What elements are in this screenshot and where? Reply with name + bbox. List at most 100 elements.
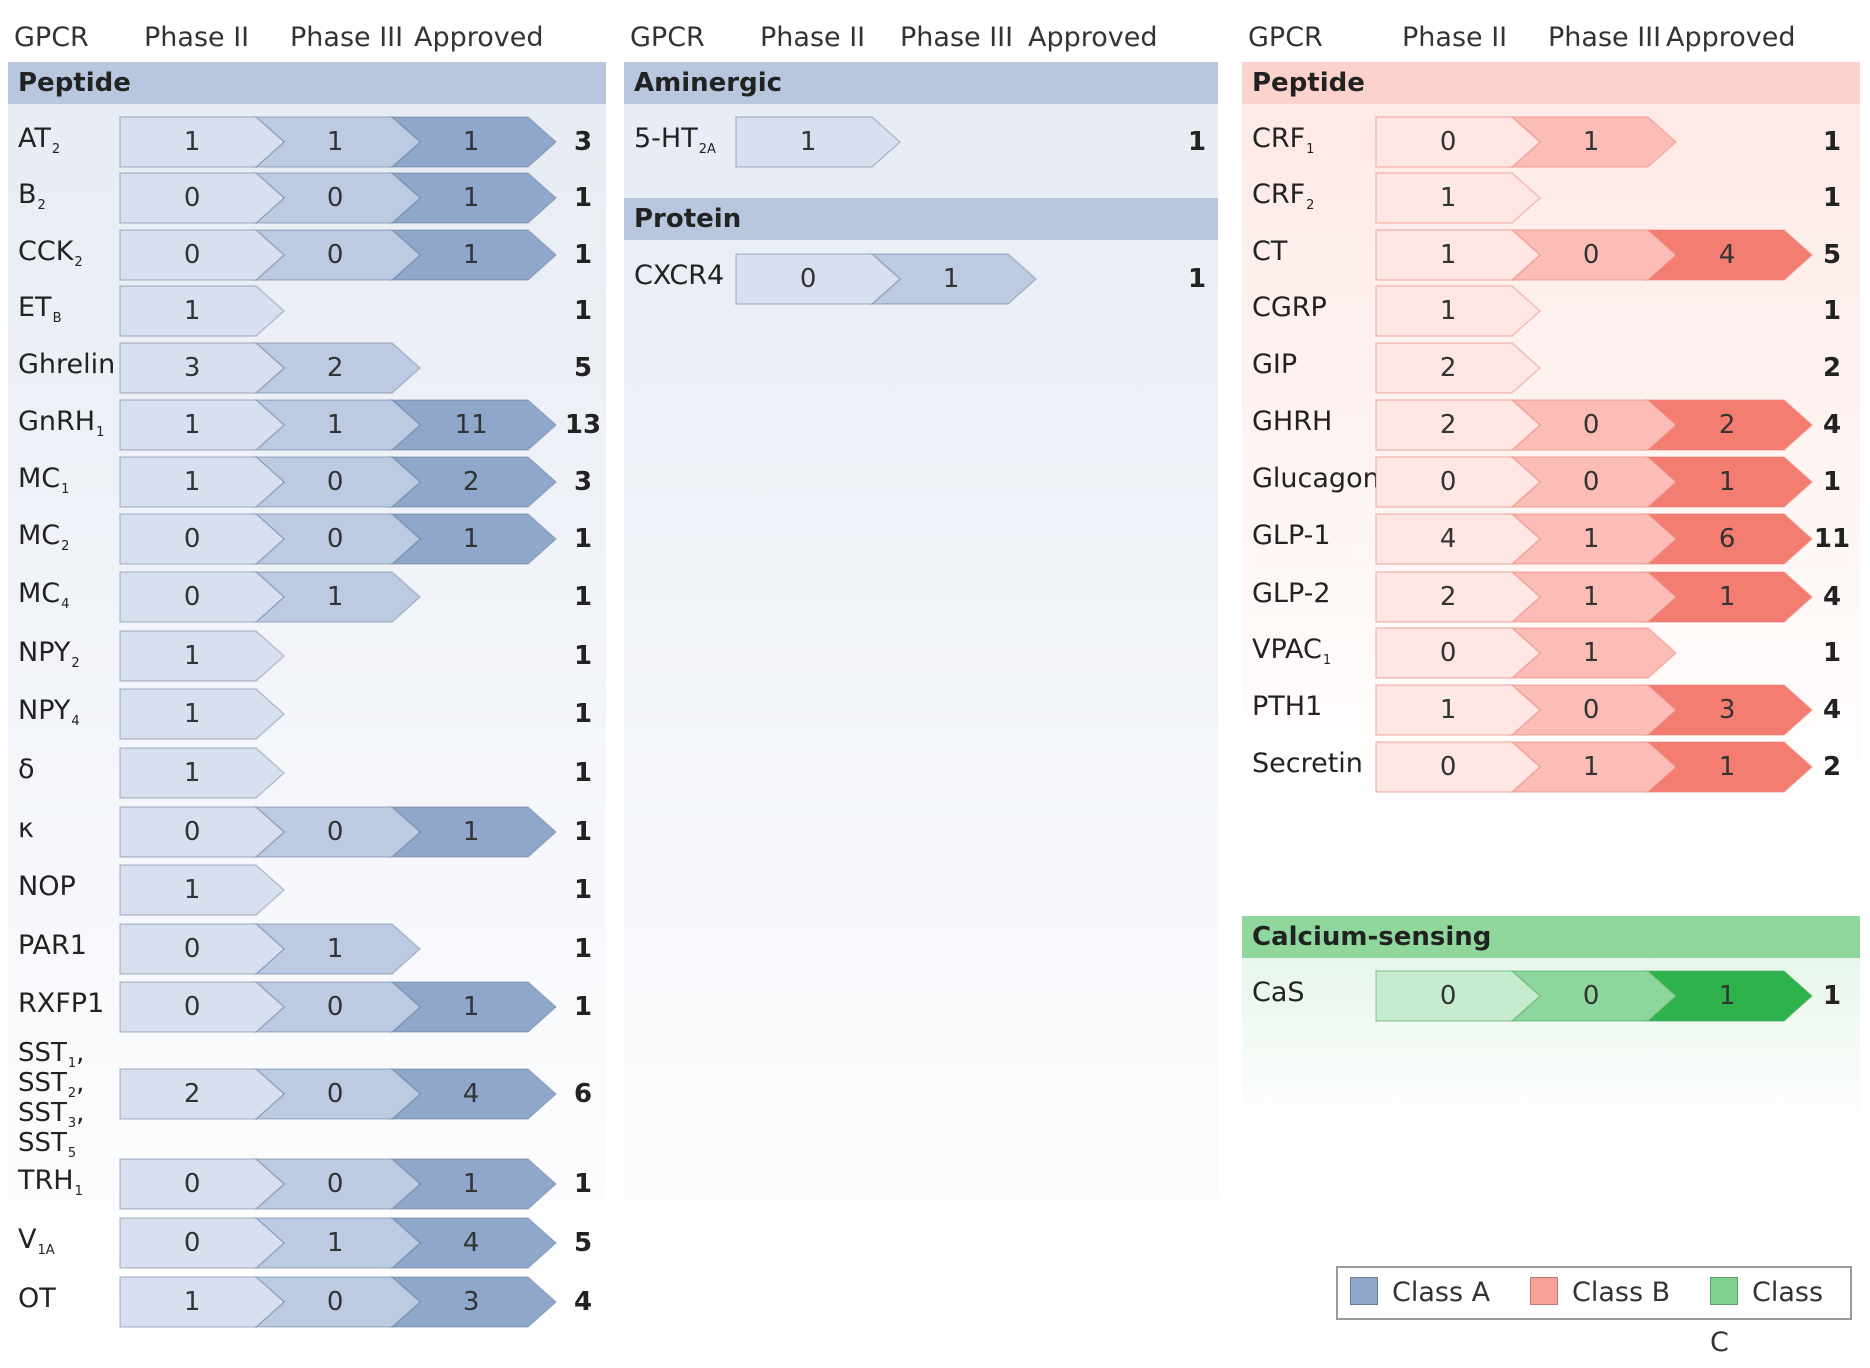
receptor-row: NPY4 1 1: [8, 688, 606, 740]
legend-swatch-class-b: [1530, 1277, 1558, 1305]
receptor-row: NOP11: [8, 864, 606, 916]
phase-arrow: 204: [120, 1068, 556, 1120]
row-total: 2: [1812, 342, 1852, 394]
phase-value-phase2: 0: [1376, 970, 1520, 1022]
phase-value-phase2: 0: [120, 229, 264, 281]
receptor-label: NPY4: [18, 696, 80, 729]
section-header-calcium-sensing: Calcium-sensing: [1242, 916, 1860, 958]
phase-value-phase3: 0: [270, 172, 400, 224]
legend: Class A Class B Class C: [1336, 1266, 1852, 1320]
row-total: 1: [563, 630, 603, 682]
row-total: 1: [1812, 970, 1852, 1022]
section-header-aminergic: Aminergic: [624, 62, 1218, 104]
receptor-row: CXCR4011: [624, 253, 1218, 305]
phase-arrow: 1: [120, 630, 284, 682]
row-total: 11: [1812, 513, 1852, 565]
receptor-label: CXCR4: [634, 261, 724, 291]
column-header-phase3: Phase III: [1548, 22, 1661, 53]
phase-value-phase2: 0: [736, 253, 880, 305]
phase-value-phase2: 1: [120, 630, 264, 682]
row-total: 1: [1812, 285, 1852, 337]
phase-arrow: 1111: [120, 399, 556, 451]
phase-value-approved: 1: [406, 172, 536, 224]
phase-value-approved: 4: [1662, 229, 1792, 281]
receptor-label: NPY2: [18, 638, 80, 671]
row-total: 1: [563, 864, 603, 916]
receptor-label: GIP: [1252, 350, 1297, 380]
phase-value-approved: 4: [406, 1068, 536, 1120]
phase-value-phase2: 3: [120, 342, 264, 394]
phase-value-phase2: 4: [1376, 513, 1520, 565]
receptor-label: ETB: [18, 293, 61, 326]
column-header-approved: Approved: [414, 22, 544, 53]
phase-value-phase3: 0: [270, 981, 400, 1033]
phase-arrow: 1: [120, 688, 284, 740]
column-header-phase2: Phase II: [1402, 22, 1507, 53]
phase-value-phase2: 1: [120, 864, 264, 916]
receptor-row: SST1,SST2,SST3,SST52046: [8, 1068, 606, 1120]
section-header-peptide: Peptide: [8, 62, 606, 104]
phase-value-phase3: 0: [1526, 970, 1656, 1022]
receptor-label: Secretin: [1252, 749, 1363, 779]
phase-value-approved: 1: [406, 1158, 536, 1210]
receptor-label: Glucagon: [1252, 464, 1380, 494]
row-total: 1: [563, 806, 603, 858]
phase-arrow: 1: [120, 747, 284, 799]
column-header-gpcr: GPCR: [14, 22, 89, 53]
row-total: 4: [1812, 684, 1852, 736]
row-total: 2: [1812, 741, 1852, 793]
receptor-label: MC4: [18, 579, 69, 612]
receptor-label: GHRH: [1252, 407, 1332, 437]
receptor-row: MC11023: [8, 456, 606, 508]
receptor-label: TRH1: [18, 1166, 83, 1199]
row-total: 1: [563, 688, 603, 740]
phase-value-phase3: 1: [270, 923, 400, 975]
phase-value-phase3: 1: [270, 1217, 400, 1269]
row-total: 13: [563, 399, 603, 451]
receptor-row: δ11: [8, 747, 606, 799]
receptor-row: VPAC1 011: [1242, 627, 1860, 679]
phase-value-phase3: 1: [270, 571, 400, 623]
receptor-row: AT21113: [8, 116, 606, 168]
row-total: 4: [563, 1276, 603, 1328]
row-total: 5: [1812, 229, 1852, 281]
phase-arrow: 01: [120, 923, 420, 975]
phase-value-approved: 1: [406, 116, 536, 168]
phase-value-phase2: 1: [120, 688, 264, 740]
phase-arrow: 1: [120, 285, 284, 337]
receptor-label: GLP-1: [1252, 521, 1331, 551]
section-header-protein: Protein: [624, 198, 1218, 240]
phase-value-phase3: 1: [1526, 513, 1656, 565]
row-total: 1: [1177, 253, 1217, 305]
column-header-gpcr: GPCR: [1248, 22, 1323, 53]
phase-arrow: 104: [1376, 229, 1812, 281]
receptor-row: CGRP11: [1242, 285, 1860, 337]
phase-arrow: 32: [120, 342, 420, 394]
receptor-label: OT: [18, 1284, 56, 1314]
row-total: 5: [563, 1217, 603, 1269]
receptor-row: MC4011: [8, 571, 606, 623]
phase-value-phase2: 1: [120, 1276, 264, 1328]
receptor-label: VPAC1: [1252, 635, 1331, 668]
phase-value-approved: 1: [1662, 741, 1792, 793]
phase-value-phase2: 0: [1376, 116, 1520, 168]
phase-value-phase2: 1: [1376, 172, 1520, 224]
column-header-phase3: Phase III: [290, 22, 403, 53]
phase-value-approved: 1: [1662, 970, 1792, 1022]
receptor-row: B20011: [8, 172, 606, 224]
receptor-row: NPY2 1 1: [8, 630, 606, 682]
row-total: 1: [1812, 172, 1852, 224]
legend-label-class-a: Class A: [1392, 1277, 1490, 1308]
phase-value-phase3: 1: [1526, 741, 1656, 793]
phase-arrow: 001: [120, 806, 556, 858]
column-header-phase2: Phase II: [760, 22, 865, 53]
phase-arrow: 001: [120, 513, 556, 565]
phase-arrow: 01: [1376, 627, 1676, 679]
phase-value-phase2: 0: [120, 923, 264, 975]
receptor-row: CCK20011: [8, 229, 606, 281]
legend-swatch-class-a: [1350, 1277, 1378, 1305]
phase-value-phase3: 1: [1526, 627, 1656, 679]
phase-value-phase2: 0: [1376, 456, 1520, 508]
legend-item-class-a: Class A: [1350, 1268, 1490, 1318]
phase-value-phase3: 0: [270, 1276, 400, 1328]
